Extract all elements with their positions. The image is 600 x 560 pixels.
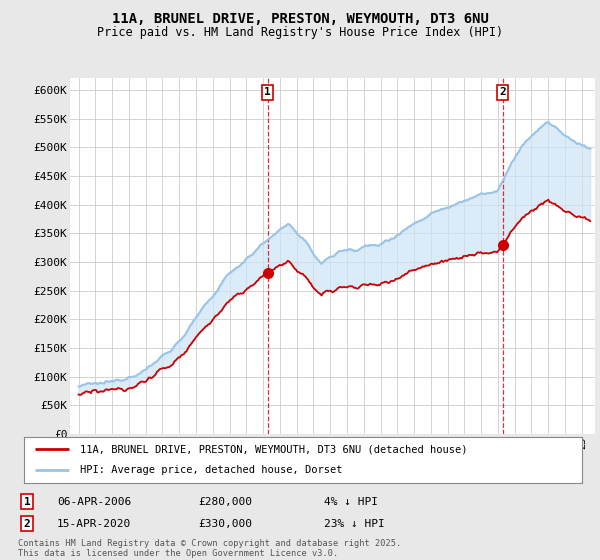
Text: 1: 1 <box>23 497 31 507</box>
Text: 2: 2 <box>499 87 506 97</box>
Text: £330,000: £330,000 <box>198 519 252 529</box>
Text: 06-APR-2006: 06-APR-2006 <box>57 497 131 507</box>
Text: £280,000: £280,000 <box>198 497 252 507</box>
Text: Price paid vs. HM Land Registry's House Price Index (HPI): Price paid vs. HM Land Registry's House … <box>97 26 503 39</box>
Text: Contains HM Land Registry data © Crown copyright and database right 2025.
This d: Contains HM Land Registry data © Crown c… <box>18 539 401 558</box>
Text: 2: 2 <box>23 519 31 529</box>
Text: HPI: Average price, detached house, Dorset: HPI: Average price, detached house, Dors… <box>80 465 342 475</box>
Text: 11A, BRUNEL DRIVE, PRESTON, WEYMOUTH, DT3 6NU (detached house): 11A, BRUNEL DRIVE, PRESTON, WEYMOUTH, DT… <box>80 444 467 454</box>
Text: 4% ↓ HPI: 4% ↓ HPI <box>324 497 378 507</box>
Text: 1: 1 <box>264 87 271 97</box>
Text: 15-APR-2020: 15-APR-2020 <box>57 519 131 529</box>
Text: 11A, BRUNEL DRIVE, PRESTON, WEYMOUTH, DT3 6NU: 11A, BRUNEL DRIVE, PRESTON, WEYMOUTH, DT… <box>112 12 488 26</box>
Text: 23% ↓ HPI: 23% ↓ HPI <box>324 519 385 529</box>
